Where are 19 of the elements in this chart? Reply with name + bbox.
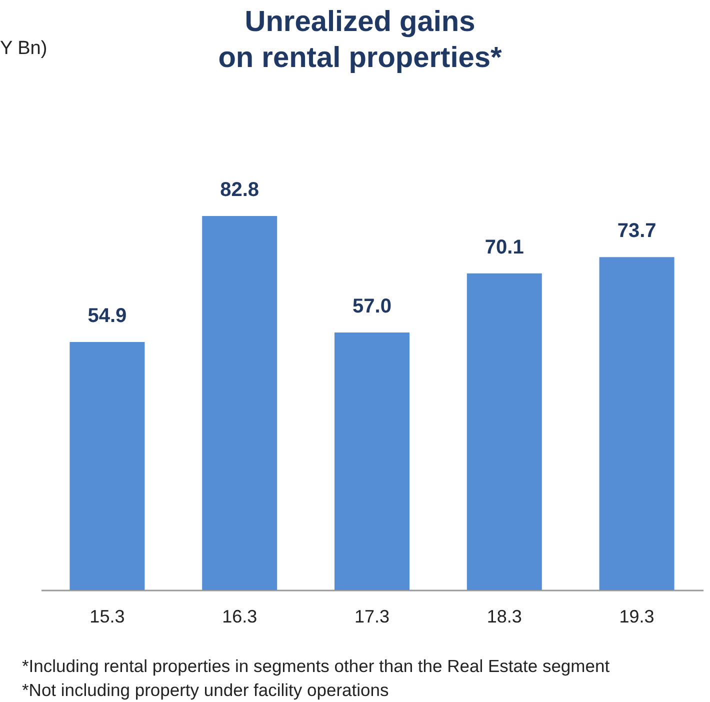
bar <box>466 273 542 590</box>
data-label: 73.7 <box>617 220 656 242</box>
x-tick-label: 19.3 <box>619 606 654 626</box>
text: *Including rental properties in segments other than the Real Estate segment <box>22 655 610 678</box>
x-tick-label: 15.3 <box>90 606 125 626</box>
bar <box>599 257 674 590</box>
x-tick-label: 16.3 <box>222 606 258 626</box>
bar <box>70 342 145 590</box>
data-label: 70.1 <box>484 236 524 258</box>
chart-title: Unrealized gains on rental properties* <box>217 5 503 76</box>
data-label: 57.0 <box>352 296 392 318</box>
bar <box>202 216 278 590</box>
data-label: 54.9 <box>88 305 127 328</box>
x-tick-label: 18.3 <box>486 606 522 626</box>
text: *Not including property under facility operations <box>22 679 390 702</box>
chart-subtitle: Y Bn) <box>0 38 48 60</box>
data-label: 82.8 <box>220 179 260 201</box>
bar <box>334 332 410 590</box>
x-tick-label: 17.3 <box>354 606 390 626</box>
